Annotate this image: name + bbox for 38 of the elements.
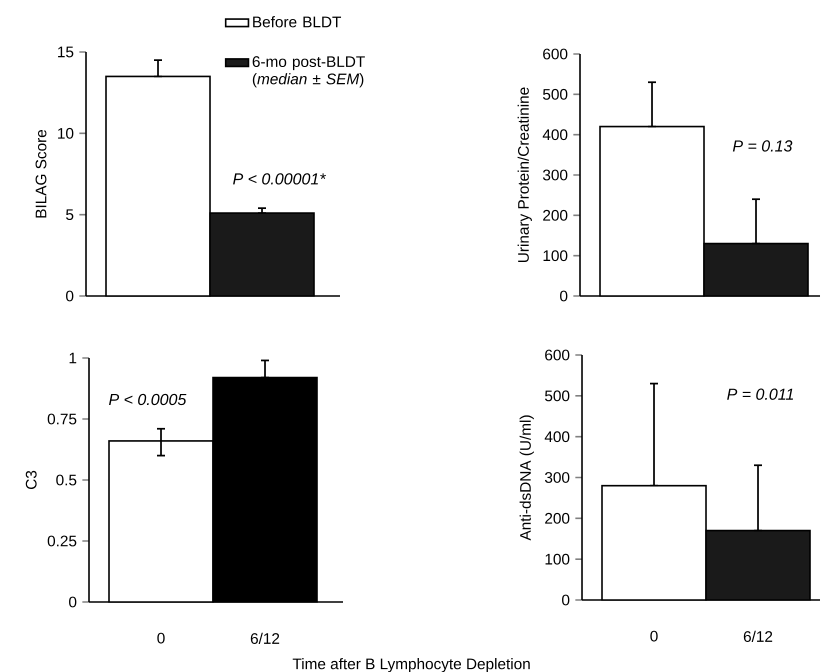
y-tick-label: 300 (544, 472, 570, 483)
y-tick-label: 600 (543, 48, 568, 60)
y-tick-label: 200 (545, 512, 570, 524)
y-axis-title: C3 (26, 470, 37, 490)
y-tick-label: 100 (546, 554, 570, 565)
y-tick-label: 400 (542, 129, 568, 140)
y-tick-label: 300 (542, 170, 568, 180)
annotation: P = 0.13 (732, 140, 792, 152)
y-tick-label: 1 (70, 352, 76, 364)
y-tick-label: 5 (66, 209, 74, 220)
x-axis-title: Time after B Lymphocyte Depletion (292, 658, 530, 672)
y-tick-label: 100 (544, 250, 568, 262)
y-axis-title: Anti-dsDNA (U/ml) (520, 415, 534, 541)
y-tick-label: 0 (66, 290, 74, 302)
x-tick-label: 6/12 (250, 632, 280, 644)
legend-label: Before BLDT (253, 16, 342, 28)
x-tick-label: 6/12 (744, 630, 772, 642)
y-axis-title: Urinary Protein/Creatinine (518, 88, 532, 262)
y-tick-label: 0.25 (48, 536, 76, 546)
y-axis-title: BILAG Score (36, 130, 46, 218)
legend-label: 6-mo post-BLDT (median ± SEM) (252, 56, 365, 88)
y-tick-label: 0.75 (48, 414, 76, 424)
x-tick-label: 0 (650, 630, 658, 642)
annotation: P = 0.011 (727, 388, 794, 400)
annotation: P < 0.0005 (109, 394, 186, 406)
y-tick-label: 0.5 (56, 474, 76, 486)
y-tick-label: 400 (544, 431, 570, 442)
x-tick-label: 0 (157, 632, 165, 644)
annotation: P < 0.00001* (233, 173, 326, 185)
y-tick-label: 500 (544, 390, 570, 402)
y-tick-label: 15 (58, 46, 74, 58)
y-tick-label: 0 (69, 596, 76, 608)
y-tick-label: 10 (58, 128, 74, 139)
y-tick-label: 0 (560, 290, 568, 302)
y-tick-label: 500 (542, 88, 568, 100)
y-tick-label: 0 (562, 594, 570, 606)
y-tick-label: 600 (545, 350, 570, 360)
y-tick-label: 200 (543, 210, 568, 221)
